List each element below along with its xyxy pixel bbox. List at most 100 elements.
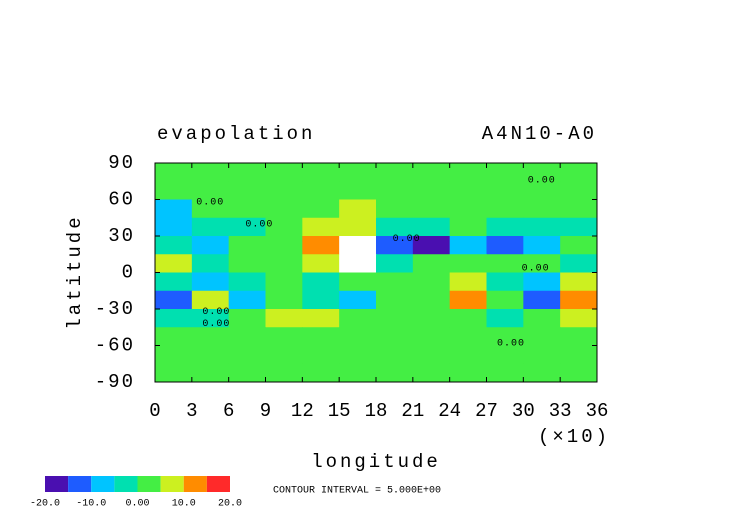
field-cell <box>376 199 414 219</box>
x-tick-label: 36 <box>586 400 609 422</box>
y-tick-label: 60 <box>108 189 135 211</box>
field-cell <box>228 217 266 237</box>
field-cell <box>155 236 193 255</box>
x-tick-label: 33 <box>549 400 572 422</box>
field-cell <box>560 163 598 182</box>
field-cell <box>560 199 598 219</box>
field-cell <box>449 309 487 328</box>
contour-label: 0.00 <box>245 219 273 230</box>
field-cell <box>191 199 230 219</box>
field-cell <box>339 199 377 219</box>
field-cell <box>376 181 414 200</box>
field-cell <box>265 181 303 200</box>
x-tick-label: 21 <box>401 400 424 422</box>
x-tick-label: 3 <box>186 400 197 422</box>
field-cell <box>155 199 193 219</box>
field-cell <box>228 181 266 200</box>
field-cell <box>523 236 561 255</box>
contour-label: 0.00 <box>393 234 421 245</box>
field-cell <box>155 181 193 200</box>
field-cell <box>412 290 451 310</box>
field-cell <box>228 309 266 328</box>
contour-label: 0.00 <box>528 176 556 187</box>
x-tick-label: 18 <box>365 400 388 422</box>
field-cell <box>228 254 266 273</box>
x-axis-title: longitude <box>311 451 441 473</box>
field-cell <box>376 327 414 346</box>
field-cell <box>228 272 266 292</box>
field-cell <box>449 345 487 365</box>
field-cell <box>560 254 598 273</box>
field-cell <box>376 272 414 292</box>
field-cell <box>191 181 230 200</box>
field-cell <box>191 290 230 310</box>
field-cell <box>265 345 303 365</box>
field-cell <box>523 363 561 383</box>
field-cell <box>191 272 230 292</box>
contour-interval: CONTOUR INTERVAL = 5.000E+00 <box>273 486 441 497</box>
field-cell <box>412 181 451 200</box>
colorbar-box <box>183 476 207 492</box>
colorbar-box <box>68 476 92 492</box>
field-cell <box>191 327 230 346</box>
field-cell <box>449 163 487 182</box>
field-cell <box>449 181 487 200</box>
field-cell <box>228 363 266 383</box>
field-cell <box>486 272 524 292</box>
field-cell <box>449 290 487 310</box>
field-cell <box>302 290 340 310</box>
chart-title: evapolation <box>157 123 315 145</box>
field-cell <box>560 236 598 255</box>
field-cell <box>302 181 340 200</box>
field-cell <box>339 236 377 255</box>
contour-label: 0.00 <box>196 198 224 209</box>
chart-subtitle: A4N10-A0 <box>482 123 597 145</box>
field-cell <box>560 290 598 310</box>
field-cell <box>155 272 193 292</box>
field-cell <box>523 272 561 292</box>
field-cell <box>265 363 303 383</box>
field-cell <box>339 327 377 346</box>
field-cell <box>339 254 377 273</box>
field-cell <box>265 290 303 310</box>
contour-label: 0.00 <box>497 339 525 350</box>
field-cell <box>486 236 524 255</box>
field-cell <box>155 254 193 273</box>
field-cell <box>228 236 266 255</box>
x-tick-label: 12 <box>291 400 314 422</box>
y-axis-title: latitude <box>64 214 86 329</box>
field-cell <box>449 272 487 292</box>
field-cell <box>302 272 340 292</box>
field-cell <box>412 345 451 365</box>
field-cell <box>302 254 340 273</box>
field-cell <box>560 363 598 383</box>
field-cell <box>486 327 524 346</box>
colorbar-box <box>45 476 69 492</box>
field-cell <box>412 272 451 292</box>
contour-label: 0.00 <box>202 319 230 330</box>
field-cell <box>339 309 377 328</box>
field-cell <box>523 327 561 346</box>
field-cell <box>523 163 561 182</box>
field-cell <box>302 363 340 383</box>
field-cell <box>191 217 230 237</box>
field-cell <box>486 163 524 182</box>
field-cell <box>265 254 303 273</box>
field-cell <box>339 363 377 383</box>
field-cell <box>486 181 524 200</box>
colorbar-box <box>137 476 161 492</box>
field-cell <box>302 327 340 346</box>
field-cell <box>523 254 561 273</box>
field-cell <box>339 217 377 237</box>
field-cell <box>523 345 561 365</box>
field-cell <box>523 217 561 237</box>
field-cell <box>486 254 524 273</box>
field-cell <box>486 345 524 365</box>
field-cell <box>560 181 598 200</box>
field-cell <box>486 363 524 383</box>
field-cell <box>265 272 303 292</box>
y-tick-label: -60 <box>95 335 135 357</box>
field-cell <box>265 217 303 237</box>
field-cell <box>265 236 303 255</box>
